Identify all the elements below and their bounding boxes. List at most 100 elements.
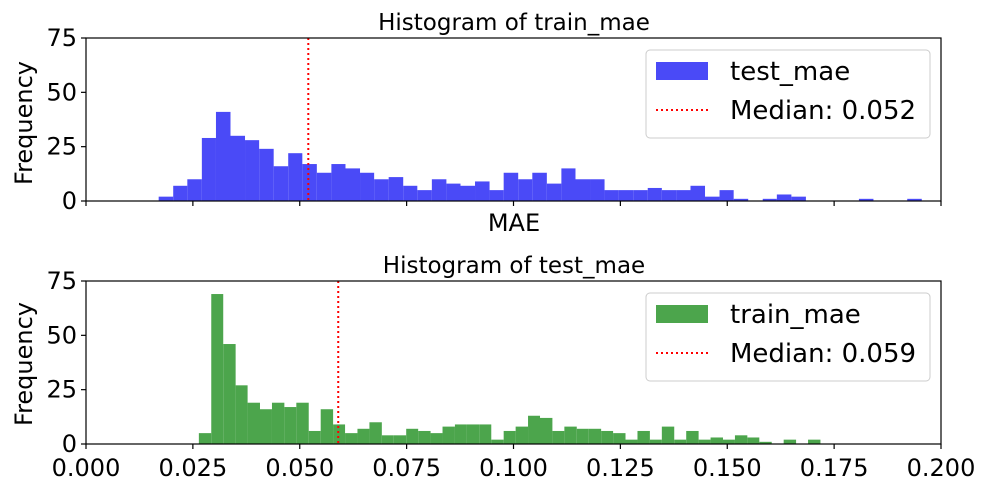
x-tick-label: 0.075 bbox=[372, 454, 441, 482]
histogram-bar-13 bbox=[357, 428, 370, 444]
y-tick-label: 25 bbox=[46, 376, 77, 404]
histogram-bar-39 bbox=[674, 439, 687, 444]
histogram-bar-9 bbox=[288, 153, 303, 201]
x-tick-label: 0.200 bbox=[907, 454, 976, 482]
histogram-bar-34 bbox=[647, 187, 662, 201]
legend-label-series: train_mae bbox=[730, 300, 861, 330]
histogram-bar-6 bbox=[271, 402, 285, 444]
histogram-bar-19 bbox=[430, 433, 443, 444]
histogram-bar-0 bbox=[158, 196, 174, 201]
histogram-bar-14 bbox=[369, 422, 382, 444]
x-tick-label: 0.025 bbox=[159, 454, 228, 482]
histogram-bar-5 bbox=[230, 135, 246, 201]
legend-label-median: Median: 0.059 bbox=[730, 339, 916, 369]
histogram-bar-32 bbox=[588, 428, 602, 444]
histogram-bar-42 bbox=[710, 437, 723, 444]
histogram-bar-11 bbox=[316, 172, 332, 201]
histogram-bar-38 bbox=[661, 426, 675, 444]
histogram-bar-47 bbox=[783, 439, 797, 444]
histogram-bar-10 bbox=[302, 164, 317, 201]
histogram-bar-45 bbox=[747, 437, 760, 444]
histogram-bar-44 bbox=[858, 198, 874, 201]
histogram-bar-1 bbox=[211, 294, 224, 444]
histogram-bar-22 bbox=[475, 181, 490, 201]
histogram-bar-8 bbox=[296, 402, 309, 444]
legend-label-median: Median: 0.052 bbox=[730, 96, 916, 126]
histogram-bar-12 bbox=[331, 164, 346, 201]
histogram-bar-18 bbox=[417, 190, 432, 201]
legend-box bbox=[645, 49, 931, 139]
histogram-bar-0 bbox=[198, 433, 212, 444]
x-axis-ticks bbox=[85, 201, 942, 206]
histogram-bar-18 bbox=[418, 430, 431, 444]
histogram-bar-42 bbox=[776, 194, 792, 201]
histogram-bar-14 bbox=[360, 172, 375, 201]
histogram-bar-30 bbox=[564, 426, 577, 444]
histogram-bar-5 bbox=[259, 409, 272, 444]
histogram-bar-36 bbox=[637, 430, 650, 444]
legend-swatch-series bbox=[656, 62, 708, 80]
histogram-bar-13 bbox=[345, 168, 361, 201]
bar-group bbox=[198, 294, 821, 444]
histogram-bar-28 bbox=[561, 168, 576, 201]
x-tick-label: 0.150 bbox=[693, 454, 762, 482]
histogram-bar-10 bbox=[320, 409, 334, 444]
legend: train_mae Median: 0.059 bbox=[645, 292, 931, 382]
histogram-bar-24 bbox=[491, 439, 504, 444]
y-tick-label: 0 bbox=[62, 187, 77, 215]
histogram-bar-1 bbox=[173, 185, 188, 201]
train-mae-histogram-panel: Histogram of train_mae 0 25 50 75 Frequency… bbox=[10, 10, 942, 237]
histogram-bar-34 bbox=[613, 433, 626, 444]
histogram-bar-15 bbox=[381, 435, 394, 444]
y-axis-label: Frequency bbox=[10, 302, 38, 426]
x-axis-ticks: 0.000 0.025 0.050 0.075 0.100 0.125 0.150 0.175… bbox=[52, 444, 976, 482]
x-tick-label: 0.175 bbox=[800, 454, 869, 482]
histogram-bar-37 bbox=[649, 439, 662, 444]
histogram-bar-43 bbox=[722, 439, 735, 444]
x-tick-label: 0.100 bbox=[479, 454, 548, 482]
histogram-bar-4 bbox=[215, 111, 231, 201]
legend: test_mae Median: 0.052 bbox=[645, 49, 931, 139]
histogram-bar-23 bbox=[489, 190, 504, 201]
histogram-bar-7 bbox=[284, 407, 297, 444]
y-axis-ticks: 0 25 50 75 bbox=[46, 24, 86, 215]
bar-group bbox=[158, 111, 922, 201]
histogram-bar-6 bbox=[245, 140, 260, 201]
histogram-bar-2 bbox=[187, 179, 202, 201]
histogram-bar-31 bbox=[604, 190, 619, 201]
histogram-bar-32 bbox=[618, 190, 634, 201]
histogram-bar-19 bbox=[431, 179, 447, 201]
histogram-bar-26 bbox=[515, 426, 529, 444]
histogram-bar-21 bbox=[460, 185, 476, 201]
chart-title: Histogram of test_mae bbox=[383, 253, 645, 279]
histogram-bar-35 bbox=[625, 439, 638, 444]
y-tick-label: 50 bbox=[46, 78, 77, 106]
histogram-bar-24 bbox=[503, 172, 519, 201]
histogram-bar-12 bbox=[345, 433, 358, 444]
histogram-bar-20 bbox=[442, 426, 455, 444]
histogram-bar-23 bbox=[479, 424, 492, 444]
histogram-bar-8 bbox=[273, 166, 289, 201]
histogram-bar-3 bbox=[235, 385, 248, 444]
histogram-bar-28 bbox=[540, 417, 553, 444]
x-tick-label: 0.125 bbox=[586, 454, 655, 482]
y-tick-label: 75 bbox=[46, 24, 77, 52]
histogram-bar-41 bbox=[698, 439, 711, 444]
histogram-bar-40 bbox=[686, 430, 699, 444]
histogram-bar-31 bbox=[576, 428, 589, 444]
histogram-bar-4 bbox=[247, 402, 260, 444]
histogram-bar-38 bbox=[705, 196, 720, 201]
histogram-bar-39 bbox=[719, 190, 734, 201]
histogram-bar-20 bbox=[446, 183, 461, 201]
histogram-bar-27 bbox=[528, 415, 541, 444]
legend-label-series: test_mae bbox=[730, 57, 850, 87]
histogram-bar-29 bbox=[575, 179, 591, 201]
histogram-bar-22 bbox=[466, 424, 480, 444]
histogram-bar-46 bbox=[759, 441, 772, 444]
y-tick-label: 50 bbox=[46, 321, 77, 349]
histogram-bar-40 bbox=[733, 198, 749, 201]
histogram-bar-30 bbox=[590, 179, 605, 201]
histogram-bar-44 bbox=[734, 435, 748, 444]
histogram-bar-45 bbox=[907, 198, 922, 201]
